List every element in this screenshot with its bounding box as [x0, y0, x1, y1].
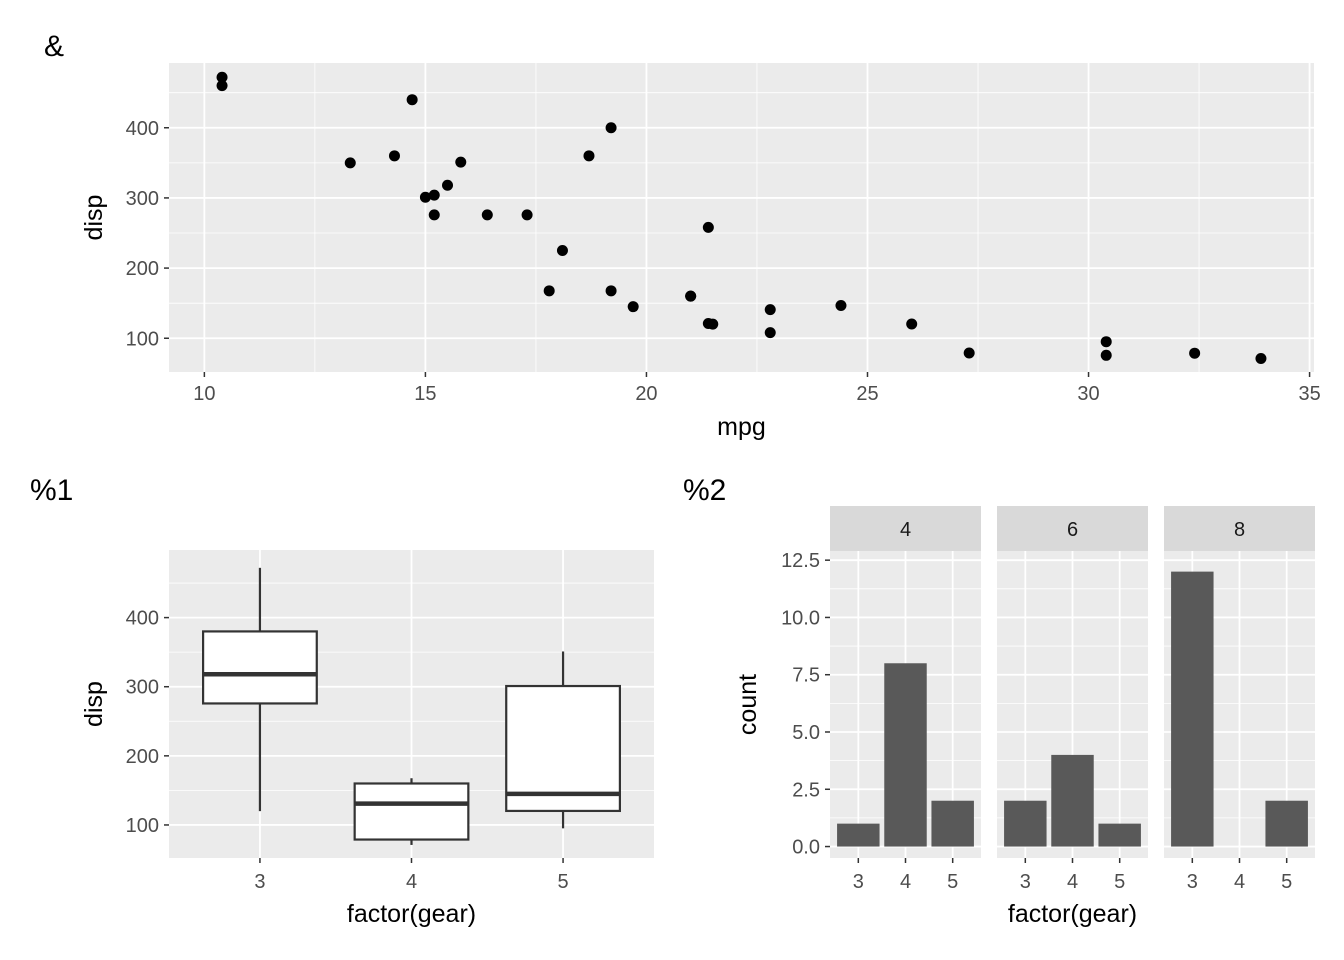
box-y-tick-label: 300: [126, 677, 159, 699]
bar-x-tick-label: 3: [1187, 871, 1198, 893]
scatter-x-axis-title: mpg: [717, 413, 766, 441]
bar-rect: [1004, 800, 1047, 847]
plot-tag-c: %2: [683, 474, 727, 507]
box-y-tick-label: 100: [126, 815, 159, 837]
box-iqr-rect: [202, 630, 318, 705]
scatter-point: [1100, 336, 1112, 348]
bar-y-axis-title: count: [734, 674, 762, 735]
scatter-point: [605, 285, 617, 297]
plot-tag-a: &: [44, 30, 65, 63]
bar-rect: [1265, 800, 1308, 847]
scatter-point: [1255, 353, 1267, 365]
facet-strip-label: 8: [1234, 519, 1245, 541]
facet-strip-bg: [1164, 506, 1315, 551]
bar-rect: [931, 800, 974, 847]
scatter-point: [702, 221, 714, 233]
scatter-point: [835, 299, 847, 311]
box-x-tick-label: 4: [406, 871, 417, 893]
scatter-point: [216, 71, 228, 83]
scatter-point: [344, 157, 356, 169]
bar-x-tick-label: 3: [853, 871, 864, 893]
box-y-tick-label: 200: [126, 746, 159, 768]
bar-y-tick-label: 12.5: [781, 550, 820, 572]
scatter-y-tick-label: 300: [126, 188, 159, 210]
scatter-point: [455, 156, 467, 168]
bar-rect: [1098, 823, 1141, 847]
bar-y-tick-label: 7.5: [792, 665, 820, 687]
scatter-point: [627, 301, 639, 313]
bar-rect: [884, 663, 927, 847]
scatter-point: [216, 80, 228, 92]
scatter-y-tick-label: 200: [126, 258, 159, 280]
box-iqr-rect: [353, 782, 470, 841]
scatter-point: [521, 209, 533, 221]
bar-rect: [1051, 754, 1094, 847]
scatter-y-tick-label: 100: [126, 328, 159, 350]
bar-x-tick-label: 5: [1114, 871, 1125, 893]
scatter-point: [764, 327, 776, 339]
scatter-point: [1189, 347, 1201, 359]
bar-x-tick-label: 4: [1234, 871, 1245, 893]
scatter-point: [406, 94, 418, 106]
bar-x-tick-label: 4: [900, 871, 911, 893]
scatter-point: [1100, 349, 1112, 361]
scatter-point: [543, 285, 555, 297]
scatter-point: [702, 318, 714, 330]
scatter-x-tick-label: 15: [414, 383, 436, 405]
bar-y-tick-label: 5.0: [792, 722, 820, 744]
scatter-point: [428, 189, 440, 201]
box-y-axis-title: disp: [80, 681, 108, 727]
box-x-axis-title: factor(gear): [347, 900, 476, 928]
scatter-y-axis-title: disp: [80, 195, 108, 241]
facet-strip-label: 6: [1067, 519, 1078, 541]
box-x-tick-label: 3: [254, 871, 265, 893]
scatter-point: [419, 191, 431, 203]
scatter-point: [442, 179, 454, 191]
facet-strip-bg: [997, 506, 1148, 551]
bar-x-axis-title: factor(gear): [1008, 900, 1137, 928]
scatter-point: [481, 209, 493, 221]
scatter-point: [963, 347, 975, 359]
scatter-point: [764, 304, 776, 316]
bar-x-tick-label: 5: [947, 871, 958, 893]
facet-strip-label: 4: [900, 519, 911, 541]
scatter-point: [428, 209, 440, 221]
scatter-point: [556, 245, 568, 257]
scatter-x-tick-label: 25: [856, 383, 878, 405]
scatter-x-tick-label: 20: [635, 383, 657, 405]
bar-rect: [837, 823, 880, 847]
scatter-x-tick-label: 10: [193, 383, 215, 405]
scatter-point: [906, 318, 918, 330]
box-x-tick-label: 5: [558, 871, 569, 893]
scatter-point: [388, 150, 400, 162]
bar-x-tick-label: 3: [1020, 871, 1031, 893]
scatter-point: [685, 290, 697, 302]
scatter-x-tick-label: 35: [1298, 383, 1320, 405]
bar-y-tick-label: 10.0: [781, 607, 820, 629]
scatter-y-tick-label: 400: [126, 118, 159, 140]
scatter-point: [605, 122, 617, 134]
box-iqr-rect: [505, 684, 621, 813]
facet-strip-bg: [830, 506, 981, 551]
scatter-x-tick-label: 30: [1077, 383, 1099, 405]
bar-x-tick-label: 4: [1067, 871, 1078, 893]
box-y-tick-label: 400: [126, 608, 159, 630]
scatter-point: [583, 150, 595, 162]
bar-x-tick-label: 5: [1281, 871, 1292, 893]
scatter-panel-bg: [169, 63, 1314, 372]
plot-tag-b: %1: [30, 474, 74, 507]
bar-rect: [1171, 571, 1214, 847]
bar-y-tick-label: 0.0: [792, 837, 820, 859]
bar-y-tick-label: 2.5: [792, 779, 820, 801]
